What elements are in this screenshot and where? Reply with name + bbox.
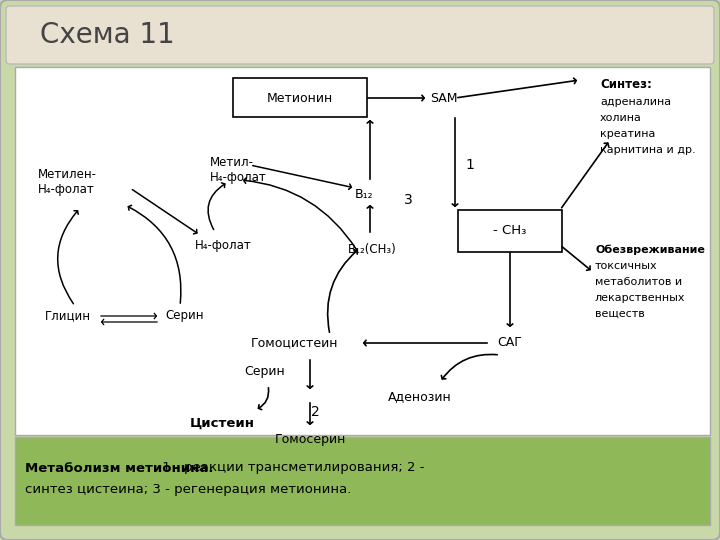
Text: Серин: Серин bbox=[245, 366, 285, 379]
Text: SAM: SAM bbox=[430, 91, 457, 105]
Text: Метаболизм метионина.: Метаболизм метионина. bbox=[25, 462, 214, 475]
Text: метаболитов и: метаболитов и bbox=[595, 277, 682, 287]
Text: Глицин: Глицин bbox=[45, 309, 91, 322]
Text: 3: 3 bbox=[404, 193, 413, 207]
Text: 1: 1 bbox=[466, 158, 474, 172]
Text: карнитина и др.: карнитина и др. bbox=[600, 145, 696, 155]
Text: Синтез:: Синтез: bbox=[600, 78, 652, 91]
Text: веществ: веществ bbox=[595, 309, 644, 319]
Text: холина: холина bbox=[600, 113, 642, 123]
Text: Серин: Серин bbox=[166, 309, 204, 322]
Text: креатина: креатина bbox=[600, 129, 655, 139]
Text: Метилен-
Н₄-фолат: Метилен- Н₄-фолат bbox=[38, 168, 97, 196]
FancyBboxPatch shape bbox=[6, 6, 714, 64]
Text: Схема 11: Схема 11 bbox=[40, 21, 175, 49]
Text: 2: 2 bbox=[310, 405, 320, 419]
Text: Цистеин: Цистеин bbox=[189, 416, 254, 429]
Text: В₁₂(СН₃): В₁₂(СН₃) bbox=[348, 244, 397, 256]
Text: Аденозин: Аденозин bbox=[388, 390, 452, 403]
FancyBboxPatch shape bbox=[15, 67, 710, 435]
Text: синтез цистеина; 3 - регенерация метионина.: синтез цистеина; 3 - регенерация метиони… bbox=[25, 483, 351, 496]
Text: Гомоцистеин: Гомоцистеин bbox=[251, 336, 338, 349]
Text: Метил-
Н₄-фолат: Метил- Н₄-фолат bbox=[210, 156, 266, 184]
Text: - CH₃: - CH₃ bbox=[493, 225, 527, 238]
Text: В₁₂: В₁₂ bbox=[355, 188, 374, 201]
FancyBboxPatch shape bbox=[233, 78, 367, 117]
Text: Н₄-фолат: Н₄-фолат bbox=[195, 239, 252, 252]
Text: лекарственных: лекарственных bbox=[595, 293, 685, 303]
FancyBboxPatch shape bbox=[458, 210, 562, 252]
Text: токсичных: токсичных bbox=[595, 261, 657, 271]
Text: Метионин: Метионин bbox=[267, 91, 333, 105]
Text: САГ: САГ bbox=[498, 336, 523, 349]
Text: адреналина: адреналина bbox=[600, 97, 671, 107]
Text: Гомосерин: Гомосерин bbox=[274, 434, 346, 447]
FancyBboxPatch shape bbox=[15, 437, 710, 525]
Text: Обезвреживание: Обезвреживание bbox=[595, 245, 705, 255]
Text: 1 - реакции трансметилирования; 2 -: 1 - реакции трансметилирования; 2 - bbox=[158, 462, 425, 475]
